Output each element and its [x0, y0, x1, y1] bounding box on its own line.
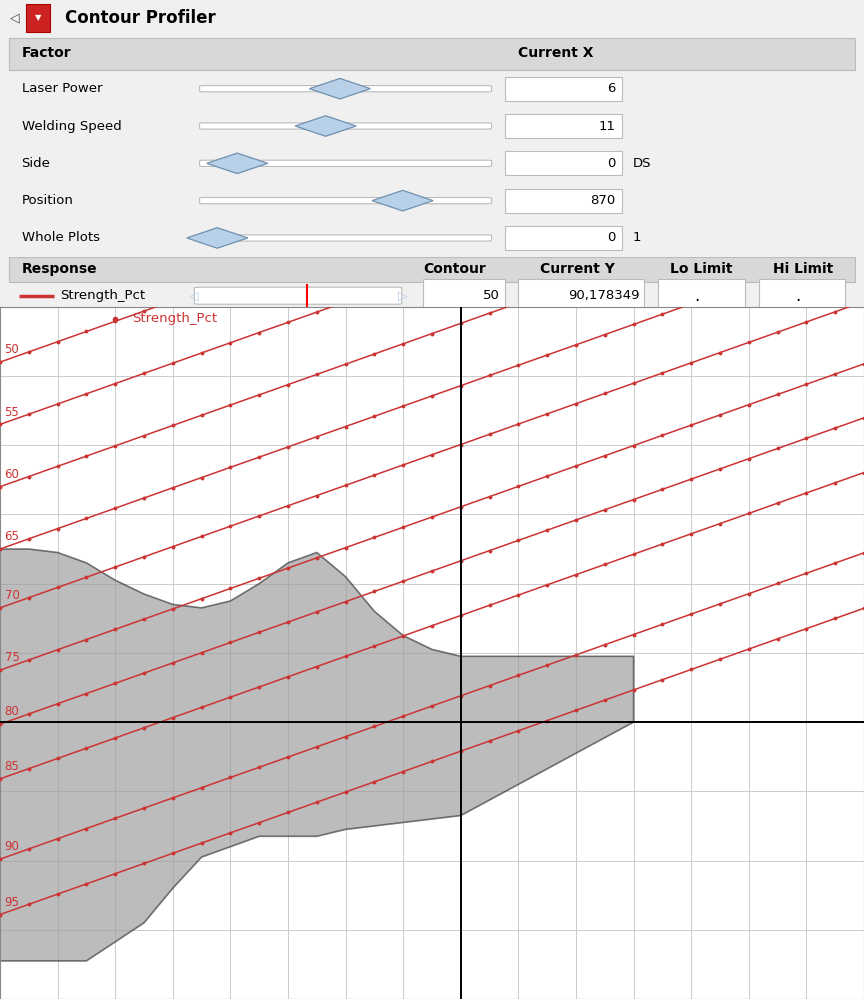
- Text: Lo Limit: Lo Limit: [670, 263, 732, 277]
- Text: Welding Speed: Welding Speed: [22, 120, 121, 133]
- Text: Whole Plots: Whole Plots: [22, 232, 99, 245]
- FancyBboxPatch shape: [759, 279, 845, 313]
- Text: 6: 6: [607, 82, 615, 95]
- Text: 85: 85: [4, 760, 19, 773]
- Text: Contour Profiler: Contour Profiler: [65, 9, 215, 27]
- FancyBboxPatch shape: [658, 279, 745, 313]
- Polygon shape: [187, 228, 248, 248]
- Text: 1: 1: [632, 232, 641, 245]
- FancyBboxPatch shape: [518, 279, 644, 313]
- Text: Side: Side: [22, 157, 50, 170]
- Polygon shape: [309, 79, 371, 99]
- Text: 55: 55: [4, 406, 19, 419]
- Text: 95: 95: [4, 896, 20, 909]
- Text: Hi Limit: Hi Limit: [773, 263, 834, 277]
- Polygon shape: [0, 549, 633, 961]
- Text: 75: 75: [4, 651, 20, 664]
- Text: 60: 60: [4, 468, 20, 481]
- FancyBboxPatch shape: [9, 38, 855, 70]
- Text: Laser Power: Laser Power: [22, 82, 102, 95]
- Text: 90: 90: [4, 840, 20, 853]
- Polygon shape: [206, 153, 268, 174]
- Text: Position: Position: [22, 194, 73, 207]
- Text: Strength_Pct: Strength_Pct: [132, 312, 218, 325]
- Text: ▼: ▼: [35, 13, 41, 22]
- Text: .: .: [695, 287, 700, 305]
- FancyBboxPatch shape: [200, 235, 492, 241]
- FancyBboxPatch shape: [194, 287, 402, 305]
- Text: 50: 50: [482, 290, 499, 303]
- Polygon shape: [372, 191, 433, 211]
- Text: 65: 65: [4, 530, 20, 543]
- FancyBboxPatch shape: [200, 123, 492, 129]
- FancyBboxPatch shape: [505, 77, 622, 101]
- Text: 11: 11: [598, 120, 615, 133]
- Text: 70: 70: [4, 589, 20, 602]
- Text: 0: 0: [607, 157, 615, 170]
- FancyBboxPatch shape: [505, 189, 622, 213]
- FancyBboxPatch shape: [505, 114, 622, 138]
- Text: ▷: ▷: [397, 290, 407, 303]
- FancyBboxPatch shape: [200, 198, 492, 204]
- Text: 870: 870: [590, 194, 615, 207]
- Text: 0: 0: [607, 232, 615, 245]
- Text: Current X: Current X: [518, 46, 594, 60]
- Text: Contour: Contour: [423, 263, 486, 277]
- FancyBboxPatch shape: [505, 226, 622, 250]
- Text: .: .: [795, 287, 800, 305]
- Text: Response: Response: [22, 263, 98, 277]
- Polygon shape: [295, 116, 356, 136]
- FancyBboxPatch shape: [26, 4, 50, 32]
- FancyBboxPatch shape: [200, 160, 492, 167]
- Text: 80: 80: [4, 705, 19, 718]
- FancyBboxPatch shape: [200, 86, 492, 92]
- Text: Strength_Pct: Strength_Pct: [60, 290, 146, 303]
- Text: ◁: ◁: [10, 11, 20, 24]
- Text: DS: DS: [632, 157, 651, 170]
- Text: 90,178349: 90,178349: [568, 290, 639, 303]
- FancyBboxPatch shape: [9, 257, 855, 282]
- Text: Current Y: Current Y: [540, 263, 615, 277]
- FancyBboxPatch shape: [423, 279, 505, 313]
- FancyBboxPatch shape: [505, 152, 622, 175]
- Text: 50: 50: [4, 344, 19, 357]
- Text: Factor: Factor: [22, 46, 71, 60]
- Text: ◁: ◁: [189, 290, 199, 303]
